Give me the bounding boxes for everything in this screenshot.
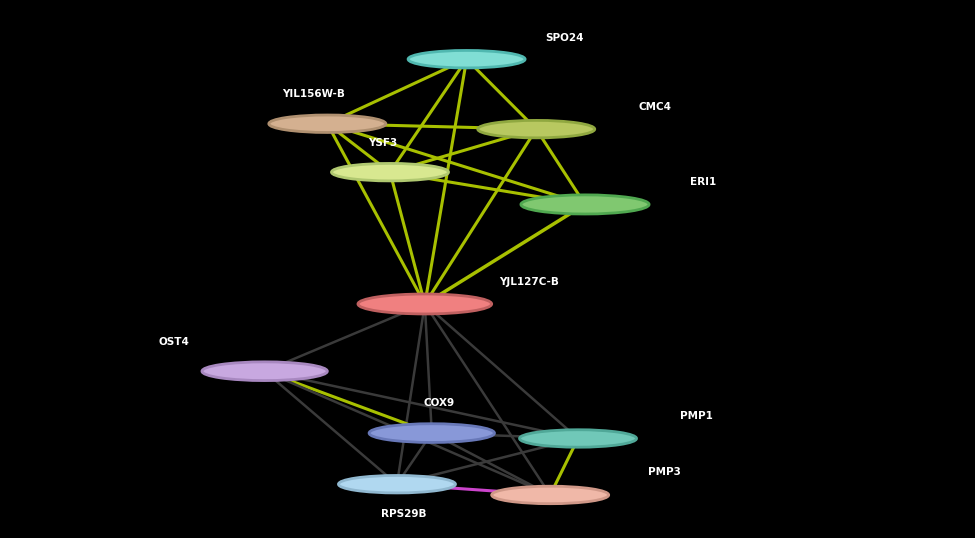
Text: YJL127C-B: YJL127C-B: [499, 278, 560, 287]
Ellipse shape: [520, 430, 637, 447]
Ellipse shape: [370, 424, 494, 442]
Text: YIL156W-B: YIL156W-B: [282, 89, 345, 99]
Ellipse shape: [202, 362, 328, 380]
Ellipse shape: [478, 121, 595, 138]
Ellipse shape: [269, 115, 386, 132]
Text: SPO24: SPO24: [545, 33, 583, 43]
Ellipse shape: [409, 51, 526, 68]
Ellipse shape: [332, 164, 448, 181]
Ellipse shape: [338, 476, 455, 493]
Text: COX9: COX9: [423, 398, 454, 408]
Text: ERI1: ERI1: [690, 177, 717, 187]
Text: CMC4: CMC4: [639, 102, 671, 111]
Ellipse shape: [491, 486, 608, 504]
Text: OST4: OST4: [159, 337, 189, 346]
Text: RPS29B: RPS29B: [381, 509, 427, 519]
Text: PMP1: PMP1: [680, 411, 713, 421]
Text: YSF3: YSF3: [369, 138, 398, 147]
Ellipse shape: [521, 195, 649, 214]
Text: PMP3: PMP3: [648, 468, 681, 477]
Ellipse shape: [358, 294, 491, 314]
